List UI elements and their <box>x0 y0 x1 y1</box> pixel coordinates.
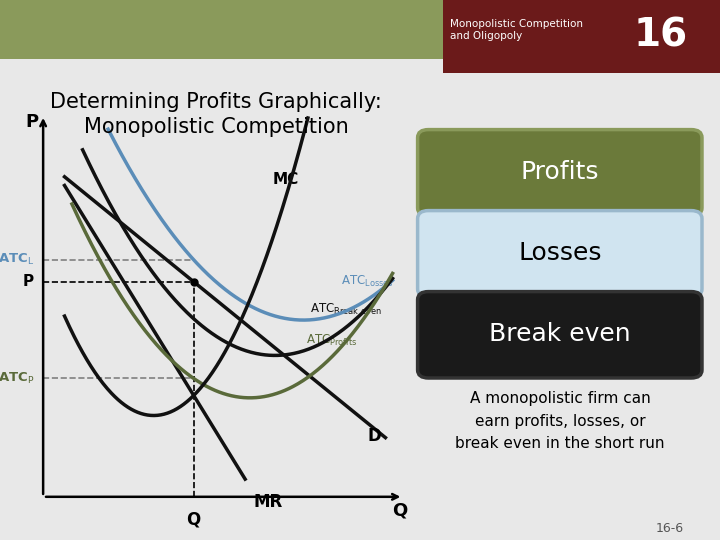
Text: D: D <box>368 427 382 445</box>
Text: 16: 16 <box>634 16 688 54</box>
Text: Profits: Profits <box>521 160 600 184</box>
Text: Q: Q <box>392 502 408 520</box>
Text: P: P <box>23 274 35 289</box>
Text: Determining Profits Graphically:
Monopolistic Competition: Determining Profits Graphically: Monopol… <box>50 92 382 137</box>
Text: ATC$_\mathsf{P}$: ATC$_\mathsf{P}$ <box>0 371 35 386</box>
Text: Break even: Break even <box>490 322 631 346</box>
Text: ATC$_\mathsf{Profits}$: ATC$_\mathsf{Profits}$ <box>306 333 358 348</box>
Text: Q: Q <box>186 511 201 529</box>
Text: P: P <box>26 113 39 131</box>
Text: ATC$_\mathsf{L}$: ATC$_\mathsf{L}$ <box>0 252 35 267</box>
Text: MC: MC <box>272 172 299 187</box>
Text: MR: MR <box>253 493 283 511</box>
Text: A monopolistic firm can
earn profits, losses, or
break even in the short run: A monopolistic firm can earn profits, lo… <box>456 392 665 451</box>
Text: ATC$_\mathsf{Break\ even}$: ATC$_\mathsf{Break\ even}$ <box>310 301 382 316</box>
Text: 16-6: 16-6 <box>656 522 684 535</box>
Text: ATC$_\mathsf{Losses}$: ATC$_\mathsf{Losses}$ <box>341 274 394 289</box>
Text: Monopolistic Competition
and Oligopoly: Monopolistic Competition and Oligopoly <box>450 19 583 41</box>
Text: Losses: Losses <box>518 241 602 265</box>
